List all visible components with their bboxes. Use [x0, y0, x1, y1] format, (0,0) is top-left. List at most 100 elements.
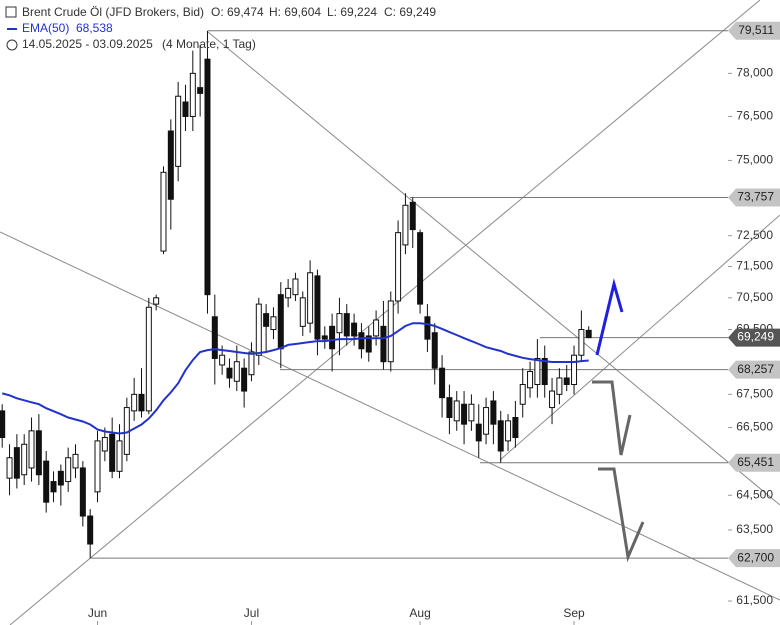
- price-label-box: [728, 453, 780, 472]
- ohlc: O: 69,474: [211, 5, 264, 19]
- price-label-box: [728, 21, 780, 40]
- candle-body: [182, 101, 189, 117]
- legend: Brent Crude Öl (JFD Brokers, Bid) O: 69,…: [5, 5, 436, 51]
- price-axis: 78,00076,50075,00072,50071,50070,50069,5…: [88, 21, 780, 625]
- candle-body: [167, 130, 174, 200]
- candle-body: [101, 437, 108, 452]
- price-label: 69,249: [737, 330, 774, 344]
- candle-body: [497, 420, 504, 452]
- candle-body: [43, 460, 50, 503]
- candle-body: [417, 232, 424, 305]
- candle-body: [28, 430, 35, 469]
- ema-line: [1, 322, 589, 435]
- candle-body: [153, 297, 160, 305]
- candle-body: [585, 329, 592, 339]
- candle-body: [490, 400, 497, 425]
- candle-body: [87, 515, 94, 545]
- candle-body: [79, 467, 86, 517]
- candle-body: [255, 303, 262, 356]
- candle-body: [189, 72, 196, 117]
- x-tick-label: Jul: [244, 606, 259, 620]
- trendline: [207, 31, 780, 506]
- candle-body: [248, 351, 255, 376]
- chart-icon: [5, 6, 17, 18]
- candle-body: [72, 453, 79, 469]
- y-tick-label: 66,500: [736, 420, 773, 434]
- y-tick-label: 76,500: [736, 109, 773, 123]
- candle-body: [138, 393, 145, 412]
- candle-body: [21, 443, 28, 476]
- candle-body: [527, 370, 534, 389]
- candle-body: [395, 232, 402, 302]
- candle-body: [329, 325, 336, 350]
- candle-body: [446, 397, 453, 419]
- candle-body: [424, 316, 431, 340]
- candle-body: [512, 417, 519, 439]
- price-label-box: [728, 549, 780, 568]
- candle-body: [109, 433, 116, 472]
- candle-body: [468, 403, 475, 422]
- candle-body: [263, 313, 270, 327]
- candle-body: [219, 354, 226, 366]
- candle-body: [131, 393, 138, 412]
- candle-body: [175, 95, 182, 167]
- projections: [592, 278, 645, 563]
- y-tick-label: 61,500: [736, 593, 773, 607]
- candle-body: [321, 335, 328, 340]
- candle-body: [197, 87, 204, 94]
- levels: [90, 30, 728, 559]
- price-label-box: [728, 360, 780, 379]
- bear-arrow: [592, 380, 632, 456]
- candle-body: [160, 171, 167, 252]
- x-tick-label: Jun: [88, 606, 107, 620]
- candle-body: [453, 400, 460, 422]
- trendline: [9, 0, 761, 625]
- y-tick-label: 75,000: [736, 153, 773, 167]
- legend-label: EMA(50): [22, 21, 69, 35]
- candle-body: [556, 377, 563, 395]
- y-tick-label: 70,500: [736, 290, 773, 304]
- trendline: [0, 231, 780, 601]
- candle-body: [475, 423, 482, 442]
- y-tick-label: 71,500: [736, 259, 773, 273]
- candle-body: [299, 297, 306, 327]
- candle-body: [241, 367, 248, 392]
- candles: [0, 30, 592, 559]
- y-tick-label: 72,500: [736, 228, 773, 242]
- range: (4 Monate, 1 Tag): [162, 37, 256, 51]
- candle-body: [431, 332, 438, 369]
- candle-body: [0, 410, 6, 439]
- candle-body: [57, 470, 64, 486]
- candle-body: [549, 390, 556, 409]
- candle-body: [270, 316, 277, 331]
- candle-body: [292, 278, 299, 296]
- candle-body: [439, 367, 446, 399]
- candle-body: [563, 377, 570, 386]
- candle-body: [505, 420, 512, 442]
- y-tick-label: 63,500: [736, 522, 773, 536]
- candle-body: [387, 300, 394, 363]
- y-tick-label: 64,500: [736, 487, 773, 501]
- candle-body: [534, 357, 541, 386]
- candle-body: [13, 447, 20, 479]
- price-label-box: [728, 188, 780, 207]
- candle-body: [145, 306, 152, 412]
- chart-title: Brent Crude Öl (JFD Brokers, Bid): [22, 5, 204, 19]
- price-label: 62,700: [737, 550, 774, 564]
- price-label: 65,451: [737, 455, 774, 469]
- candle-body: [277, 294, 284, 350]
- candle-body: [233, 361, 240, 382]
- candle-body: [211, 316, 218, 359]
- bear-arrow: [598, 467, 645, 563]
- candle-body: [351, 322, 358, 337]
- candle-body: [307, 272, 314, 324]
- candle-body: [380, 325, 387, 363]
- candle-body: [226, 367, 233, 379]
- candle-body: [402, 204, 409, 246]
- candle-body: [571, 354, 578, 386]
- candle-body: [358, 332, 365, 350]
- clock-icon: [6, 39, 18, 51]
- candle-body: [578, 329, 585, 356]
- candle-body: [314, 275, 321, 340]
